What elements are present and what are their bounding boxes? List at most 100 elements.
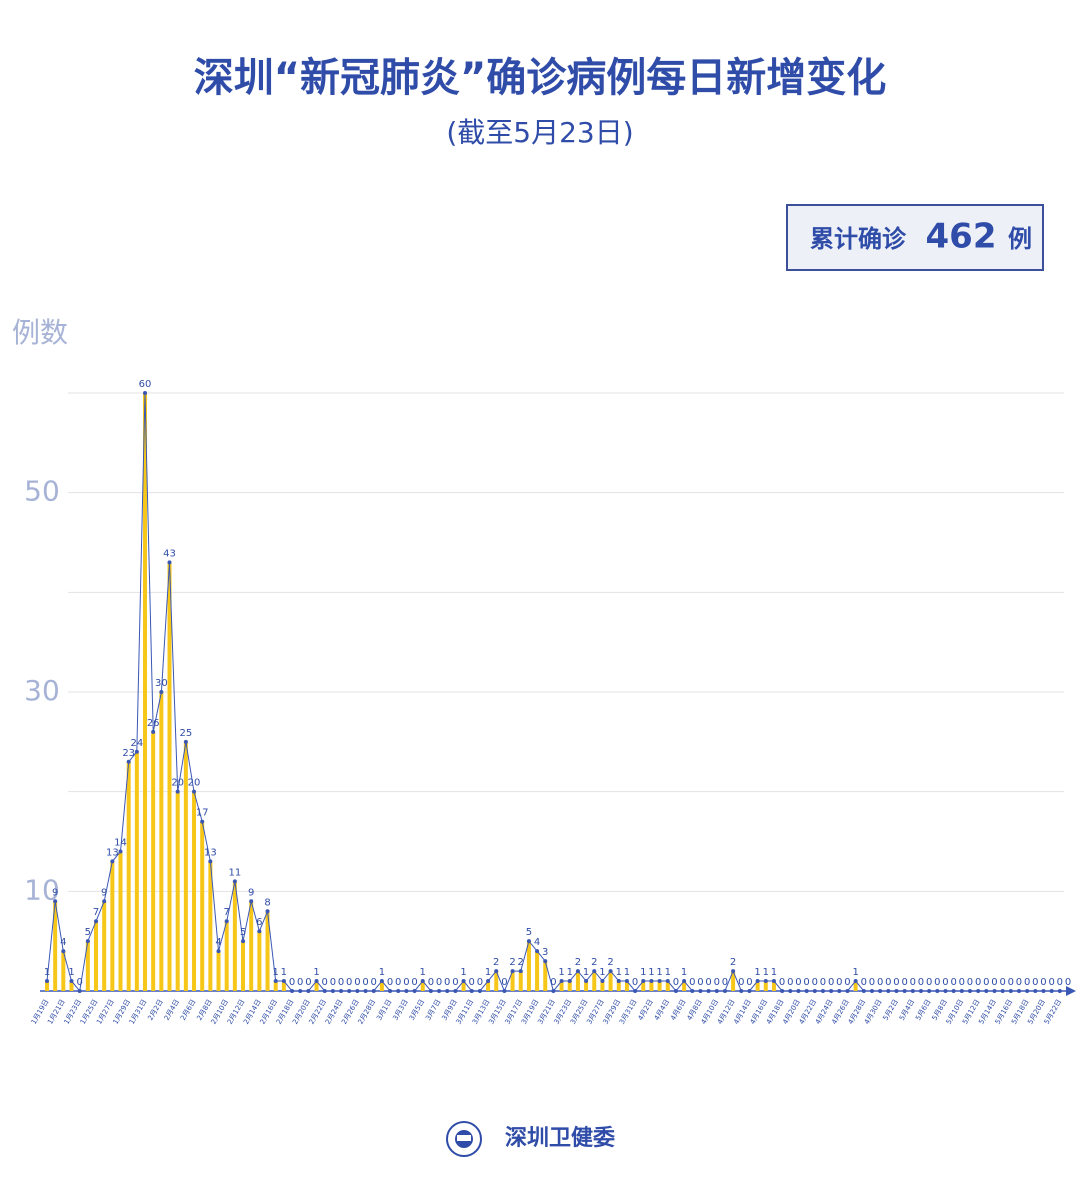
- value-label: 1: [640, 967, 646, 978]
- point: [1000, 989, 1005, 993]
- point: [486, 979, 491, 984]
- value-label: 0: [1016, 977, 1022, 988]
- bar: [241, 941, 246, 991]
- point: [306, 989, 311, 993]
- point: [641, 979, 646, 984]
- point: [1008, 989, 1013, 993]
- point: [673, 989, 678, 993]
- value-label: 0: [697, 977, 703, 988]
- point: [510, 969, 515, 974]
- value-label: 0: [1008, 977, 1014, 988]
- point: [224, 919, 229, 924]
- value-label: 0: [738, 977, 744, 988]
- bar: [175, 791, 180, 991]
- value-label: 20: [188, 778, 201, 789]
- total-value: 462: [926, 217, 997, 257]
- value-label: 0: [673, 977, 679, 988]
- value-label: 0: [722, 977, 728, 988]
- subtitle: (截至5月23日): [446, 116, 633, 149]
- bar: [575, 971, 580, 991]
- value-label: 1: [681, 967, 687, 978]
- value-label: 1: [379, 967, 385, 978]
- value-label: 0: [305, 977, 311, 988]
- bar: [731, 971, 736, 991]
- point: [584, 979, 589, 984]
- value-label: 0: [395, 977, 401, 988]
- bar: [624, 981, 629, 991]
- point: [780, 989, 785, 993]
- point: [85, 939, 90, 944]
- value-label: 0: [444, 977, 450, 988]
- value-label: 1: [656, 967, 662, 978]
- point: [110, 859, 115, 864]
- point: [869, 989, 874, 993]
- bar: [461, 981, 466, 991]
- point: [1033, 989, 1038, 993]
- value-label: 25: [179, 728, 192, 739]
- point: [690, 989, 695, 993]
- value-label: 0: [885, 977, 891, 988]
- value-label: 0: [362, 977, 368, 988]
- point: [706, 989, 711, 993]
- point: [616, 979, 621, 984]
- value-label: 14: [114, 837, 127, 848]
- point: [829, 989, 834, 993]
- value-label: 8: [264, 897, 270, 908]
- value-label: 0: [910, 977, 916, 988]
- value-label: 1: [763, 967, 769, 978]
- bar: [151, 731, 156, 991]
- value-label: 1: [44, 967, 50, 978]
- point: [551, 989, 556, 993]
- bar: [657, 981, 662, 991]
- value-label: 0: [975, 977, 981, 988]
- value-label: 0: [550, 977, 556, 988]
- bar: [608, 971, 613, 991]
- bar: [592, 971, 597, 991]
- value-label: 1: [420, 967, 426, 978]
- point: [575, 969, 580, 974]
- bar: [118, 851, 123, 991]
- bar: [379, 981, 384, 991]
- value-label: 0: [477, 977, 483, 988]
- point: [143, 391, 148, 395]
- point: [45, 979, 49, 984]
- value-label: 13: [204, 847, 217, 858]
- bar: [567, 981, 572, 991]
- point: [992, 989, 997, 993]
- value-label: 0: [428, 977, 434, 988]
- point: [469, 989, 474, 993]
- value-label: 0: [746, 977, 752, 988]
- value-label: 0: [330, 977, 336, 988]
- value-label: 0: [1032, 977, 1038, 988]
- value-label: 30: [155, 678, 168, 689]
- point: [453, 989, 458, 993]
- point: [420, 979, 425, 984]
- point: [698, 989, 703, 993]
- value-label: 7: [93, 907, 99, 918]
- bar: [200, 821, 205, 991]
- point: [192, 789, 197, 794]
- point: [388, 989, 393, 993]
- x-axis-arrow: [1066, 986, 1076, 996]
- point: [853, 979, 858, 984]
- value-label: 0: [959, 977, 965, 988]
- point: [878, 989, 883, 993]
- point: [437, 989, 442, 993]
- bar: [232, 881, 237, 991]
- value-label: 0: [689, 977, 695, 988]
- value-label: 1: [485, 967, 491, 978]
- point: [290, 989, 295, 993]
- value-label: 2: [591, 957, 597, 968]
- value-label: 1: [313, 967, 319, 978]
- value-label: 1: [648, 967, 654, 978]
- value-label: 0: [991, 977, 997, 988]
- value-label: 4: [215, 937, 221, 948]
- bar: [641, 981, 646, 991]
- point: [461, 979, 466, 984]
- value-label: 11: [228, 867, 241, 878]
- value-label: 0: [869, 977, 875, 988]
- value-label: 0: [1040, 977, 1046, 988]
- bar: [510, 971, 515, 991]
- point: [518, 969, 523, 974]
- bar: [61, 951, 66, 991]
